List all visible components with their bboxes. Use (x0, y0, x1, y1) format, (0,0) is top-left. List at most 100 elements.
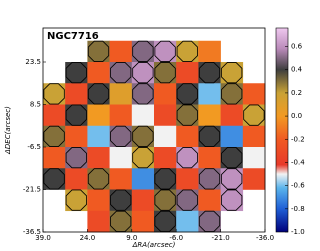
cell (154, 168, 177, 190)
cell (87, 41, 110, 63)
x-tick-label: 24.0 (80, 234, 96, 242)
cell (65, 147, 88, 169)
x-tick-label: 9.0 (126, 234, 137, 242)
colorbar-tick-label: -1.0 (291, 228, 305, 236)
chart-title: NGC7716 (47, 31, 99, 42)
cell (110, 211, 133, 233)
cell (110, 83, 133, 105)
cell (198, 62, 221, 84)
cell (110, 62, 133, 84)
cell (176, 62, 199, 84)
cell (243, 147, 265, 169)
cell (198, 211, 221, 233)
cell (176, 211, 199, 233)
cell (198, 126, 221, 148)
cell (154, 62, 177, 84)
cell (243, 83, 265, 105)
cell (65, 62, 88, 84)
cell (198, 168, 221, 190)
cell (65, 190, 88, 212)
cell (243, 126, 265, 148)
cell (243, 105, 265, 127)
cell (132, 41, 155, 63)
cell (176, 190, 199, 212)
cell (154, 190, 177, 212)
cell (65, 168, 88, 190)
colorbar (276, 28, 288, 232)
cell (154, 41, 177, 63)
cell (110, 126, 133, 148)
cell (132, 83, 155, 105)
cell (65, 83, 88, 105)
cell (176, 126, 199, 148)
colorbar-tick-label: -0.8 (291, 205, 305, 213)
cell (132, 126, 155, 148)
x-tick-label: -6.0 (169, 234, 183, 242)
cell (198, 190, 221, 212)
cell (154, 126, 177, 148)
cell (87, 211, 110, 233)
y-tick-label: -36.5 (23, 228, 41, 236)
colorbar-tick-label: 0.0 (291, 112, 302, 120)
y-tick-label: 23.5 (25, 58, 41, 66)
cell (176, 105, 199, 127)
cell (176, 147, 199, 169)
cell (65, 126, 88, 148)
colorbar-tick-label: -0.4 (291, 158, 305, 166)
cell (87, 147, 110, 169)
cell (243, 168, 265, 190)
cell (176, 41, 199, 63)
colorbar-tick-label: -0.6 (291, 182, 305, 190)
cell (154, 211, 177, 233)
x-tick-label: -21.0 (212, 234, 230, 242)
cell (154, 105, 177, 127)
cell (65, 105, 88, 127)
cell (154, 83, 177, 105)
cell (110, 41, 133, 63)
y-tick-label: -21.5 (23, 186, 41, 194)
colorbar-tick-label: 0.2 (291, 89, 302, 97)
cell (43, 147, 66, 169)
cell (87, 190, 110, 212)
y-tick-label: 8.5 (30, 101, 41, 109)
cell (198, 147, 221, 169)
cell (87, 105, 110, 127)
x-tick-label: -36.0 (256, 234, 274, 242)
cell (132, 62, 155, 84)
cell (221, 190, 244, 212)
cell (132, 211, 155, 233)
cell (221, 168, 244, 190)
cell (221, 147, 244, 169)
cell (221, 126, 244, 148)
cell (43, 168, 66, 190)
colorbar-tick-label: 0.6 (291, 43, 303, 51)
cell (198, 105, 221, 127)
cell (43, 105, 66, 127)
cell (43, 126, 66, 148)
cell (221, 62, 244, 84)
cell (198, 83, 221, 105)
cell (87, 83, 110, 105)
y-axis-label: ΔDEC(arcsec) (4, 106, 12, 155)
cell (43, 83, 66, 105)
cell (154, 147, 177, 169)
cell (132, 190, 155, 212)
x-axis-label: ΔRA(arcsec) (132, 241, 176, 249)
cell (110, 168, 133, 190)
cell (87, 126, 110, 148)
cell (176, 83, 199, 105)
cell (110, 190, 133, 212)
cell (87, 168, 110, 190)
cell (110, 147, 133, 169)
cell (132, 168, 155, 190)
cell (132, 147, 155, 169)
cell (87, 62, 110, 84)
y-tick-label: -6.5 (27, 143, 41, 151)
colorbar-tick-label: -0.2 (291, 135, 305, 143)
cell (132, 105, 155, 127)
cell (110, 105, 133, 127)
cell (221, 83, 244, 105)
colorbar-tick-label: 0.4 (291, 66, 303, 74)
cell (221, 105, 244, 127)
